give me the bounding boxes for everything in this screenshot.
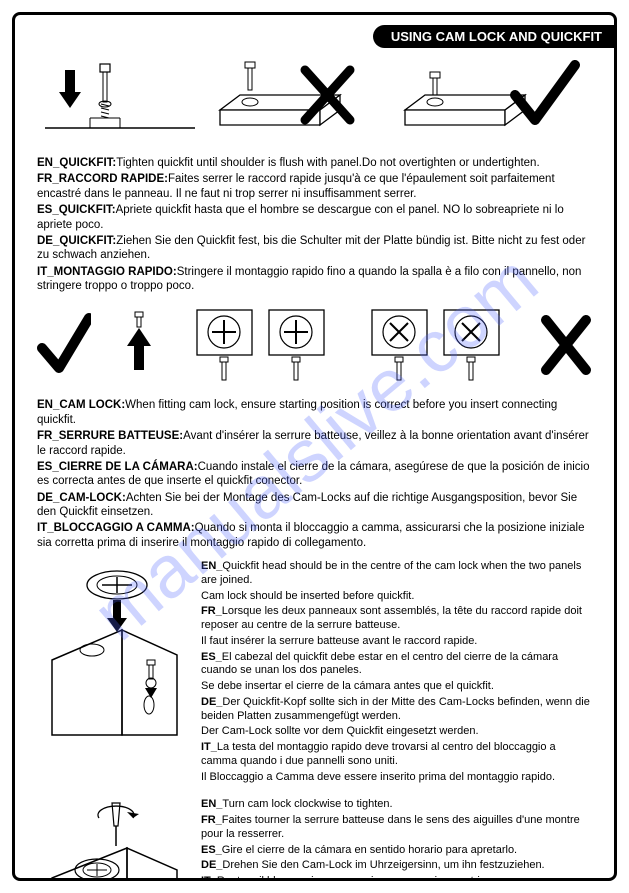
x-icon	[538, 310, 592, 380]
sec2-es: ES_CIERRE DE LA CÁMARA:Cuando instale el…	[37, 460, 592, 489]
diagram-quickfit-correct	[395, 60, 585, 150]
diagram-tighten	[37, 798, 187, 881]
section3: EN_Quickfit head should be in the centre…	[37, 560, 592, 786]
sec2-fr: FR_SERRURE BATTEUSE:Avant d'insérer la s…	[37, 429, 592, 458]
page-content: EN_QUICKFIT:Tighten quickfit until shoul…	[37, 55, 592, 866]
diagram-assembly	[37, 560, 187, 744]
sec2-it: IT_BLOCCAGGIO A CAMMA:Quando si monta il…	[37, 521, 592, 550]
diagram-quickfit-wrong	[210, 60, 380, 150]
sec1-en: EN_QUICKFIT:Tighten quickfit until shoul…	[37, 156, 592, 170]
section3-text: EN_Quickfit head should be in the centre…	[201, 560, 592, 786]
arrow-up-icon	[119, 310, 158, 380]
sec1-es: ES_QUICKFIT:Apriete quickfit hasta que e…	[37, 203, 592, 232]
sec1-de: DE_QUICKFIT:Ziehen Sie den Quickfit fest…	[37, 234, 592, 263]
diagram-quickfit-left	[45, 60, 195, 150]
page-border: USING CAM LOCK AND QUICKFIT manualslive.…	[12, 12, 617, 881]
section4-text: EN_Turn cam lock clockwise to tighten. F…	[201, 798, 592, 881]
camlock-wrong	[362, 305, 510, 385]
sec2-en: EN_CAM LOCK:When fitting cam lock, ensur…	[37, 398, 592, 427]
sec2-de: DE_CAM-LOCK:Achten Sie bei der Montage d…	[37, 491, 592, 520]
diagram-quickfit	[37, 55, 592, 150]
sec1-fr: FR_RACCORD RAPIDE:Faites serrer le racco…	[37, 172, 592, 201]
diagram-camlock	[37, 297, 592, 392]
header-title: USING CAM LOCK AND QUICKFIT	[373, 25, 614, 48]
section4: EN_Turn cam lock clockwise to tighten. F…	[37, 798, 592, 881]
sec1-it: IT_MONTAGGIO RAPIDO:Stringere il montagg…	[37, 265, 592, 294]
check-icon	[37, 310, 91, 380]
camlock-correct	[187, 305, 335, 385]
